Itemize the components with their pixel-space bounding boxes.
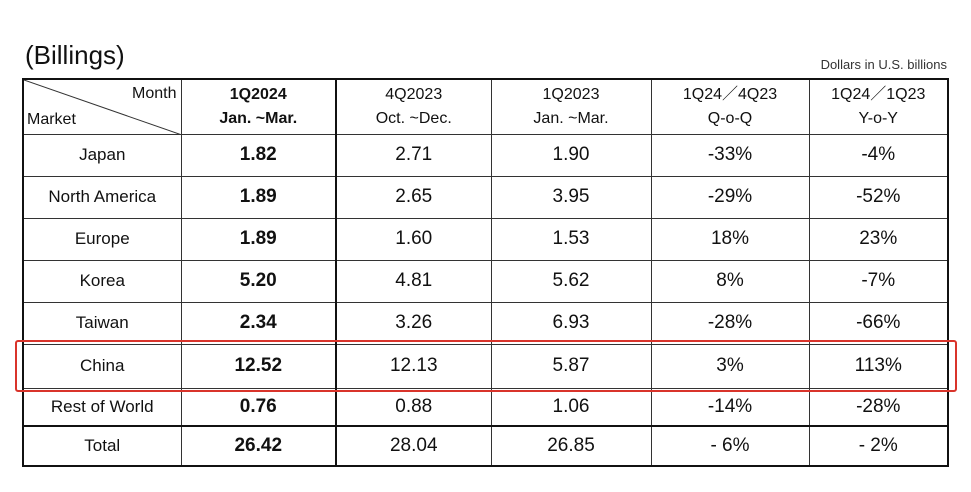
- value-cell: -4%: [808, 133, 949, 177]
- value-cell: -28%: [808, 387, 949, 427]
- market-name: North America: [22, 175, 182, 219]
- value-cell: 28.04: [335, 425, 492, 467]
- table-row: North America 1.89 2.65 3.95 -29% -52%: [22, 175, 949, 219]
- value-cell: -14%: [650, 387, 810, 427]
- market-name: China: [22, 343, 182, 389]
- value-cell: 18%: [650, 217, 810, 261]
- value-cell: 2.65: [335, 175, 492, 219]
- market-name: Taiwan: [22, 301, 182, 345]
- value-cell: 2.71: [335, 133, 492, 177]
- value-cell: 23%: [808, 217, 949, 261]
- table-row: Rest of World 0.76 0.88 1.06 -14% -28%: [22, 387, 949, 427]
- unit-note: Dollars in U.S. billions: [820, 57, 947, 72]
- value-cell: 4.81: [335, 259, 492, 303]
- value-cell: - 2%: [808, 425, 949, 467]
- corner-bottom: Market: [27, 110, 76, 128]
- value-cell: - 6%: [650, 425, 810, 467]
- value-cell: -52%: [808, 175, 949, 219]
- column-header: 1Q2024 Jan. ~Mar.: [180, 78, 337, 135]
- table-row: Total 26.42 28.04 26.85- 6% - 2%: [22, 425, 949, 467]
- column-range: Y-o-Y: [858, 109, 898, 127]
- value-cell: 5.62: [490, 259, 652, 303]
- billings-table: Month Market 1Q2024 Jan. ~Mar. 4Q2023 Oct. …: [22, 78, 949, 467]
- value-cell: 1.82: [180, 133, 337, 177]
- value-cell: -33%: [650, 133, 810, 177]
- column-header: 1Q24／1Q23 Y-o-Y: [808, 78, 949, 135]
- value-cell: 3.26: [335, 301, 492, 345]
- table-row: Korea 5.20 4.81 5.62 8% -7%: [22, 259, 949, 303]
- column-header: 1Q2023 Jan. ~Mar.: [490, 78, 652, 135]
- value-cell: 1.89: [180, 175, 337, 219]
- value-cell: 3.95: [490, 175, 652, 219]
- value-cell: 1.53: [490, 217, 652, 261]
- value-cell: 1.89: [180, 217, 337, 261]
- column-range: Jan. ~Mar.: [533, 109, 609, 127]
- table-row: Europe 1.89 1.60 1.53 18% 23%: [22, 217, 949, 261]
- column-range: Q-o-Q: [707, 109, 753, 127]
- value-cell: 26.42: [180, 425, 337, 467]
- value-cell: -7%: [808, 259, 949, 303]
- market-name: Korea: [22, 259, 182, 303]
- market-name: Rest of World: [22, 387, 182, 427]
- column-range: Oct. ~Dec.: [375, 109, 452, 127]
- value-cell: 5.87: [490, 343, 652, 389]
- corner-top: Month: [132, 85, 177, 102]
- column-period: 1Q2024: [229, 85, 287, 103]
- column-period: 1Q24／1Q23: [831, 85, 926, 103]
- value-cell: -28%: [650, 301, 810, 345]
- column-header: 1Q24／4Q23 Q-o-Q: [650, 78, 810, 135]
- corner-cell: Month Market: [22, 78, 182, 135]
- value-cell: 0.88: [335, 387, 492, 427]
- value-cell: 3%: [650, 343, 810, 389]
- value-cell: 2.34: [180, 301, 337, 345]
- table-row: Japan 1.82 2.71 1.90 -33% -4%: [22, 133, 949, 177]
- value-cell: 1.60: [335, 217, 492, 261]
- column-period: 1Q2023: [542, 85, 600, 103]
- value-cell: 5.20: [180, 259, 337, 303]
- highlight-box: [15, 340, 957, 392]
- value-cell: 12.52: [180, 343, 337, 389]
- value-cell: 6.93: [490, 301, 652, 345]
- value-cell: 113%: [808, 343, 949, 389]
- value-cell: 1.90: [490, 133, 652, 177]
- value-cell: 1.06: [490, 387, 652, 427]
- value-cell: -29%: [650, 175, 810, 219]
- market-name: Total: [22, 425, 182, 467]
- market-name: Europe: [22, 217, 182, 261]
- column-period: 4Q2023: [385, 85, 443, 103]
- value-cell: -66%: [808, 301, 949, 345]
- value-cell: 0.76: [180, 387, 337, 427]
- value-cell: 26.85: [490, 425, 652, 467]
- header-row: Month Market 1Q2024 Jan. ~Mar. 4Q2023 Oct. …: [22, 78, 949, 135]
- table-row: Taiwan 2.34 3.26 6.93 -28% -66%: [22, 301, 949, 345]
- title: (Billings): [25, 40, 125, 70]
- diagonal: [24, 80, 182, 135]
- column-header: 4Q2023 Oct. ~Dec.: [335, 78, 492, 135]
- value-cell: 8%: [650, 259, 810, 303]
- market-name: Japan: [22, 133, 182, 177]
- column-period: 1Q24／4Q23: [682, 85, 778, 103]
- column-range: Jan. ~Mar.: [219, 109, 298, 127]
